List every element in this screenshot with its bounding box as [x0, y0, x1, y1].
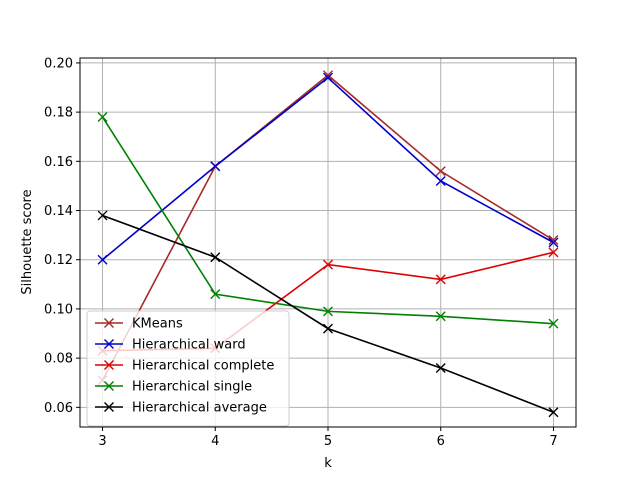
y-tick-label: 0.14 [44, 204, 73, 219]
y-tick-label: 0.16 [44, 155, 73, 170]
x-axis-label: k [324, 456, 332, 471]
legend-marker [104, 360, 114, 370]
data-point-marker [210, 289, 221, 300]
x-tick-label: 7 [549, 434, 557, 449]
data-point-marker [548, 318, 559, 329]
x-tick-label: 6 [437, 434, 445, 449]
data-point-marker [323, 72, 333, 83]
x-tick-label: 3 [98, 434, 106, 449]
legend-label: KMeans [132, 317, 183, 332]
y-tick-label: 0.20 [44, 56, 73, 71]
legend-marker [104, 339, 114, 349]
x-tick-label: 4 [211, 434, 219, 449]
data-point-marker [548, 237, 559, 248]
data-point-marker [210, 161, 221, 172]
data-point-marker [323, 259, 333, 270]
data-point-marker [97, 254, 108, 265]
data-point-marker [210, 252, 221, 263]
data-point-marker [435, 311, 446, 322]
legend: KMeans Hierarchical ward Hierarchical comp… [86, 310, 290, 427]
data-point-marker [435, 166, 446, 177]
legend-marker [104, 318, 114, 328]
data-point-marker [435, 176, 446, 186]
x-tick-label: 5 [324, 434, 332, 449]
legend-label: Hierarchical ward [132, 338, 246, 353]
legend-label: Hierarchical average [132, 401, 267, 416]
legend-label: Hierarchical single [132, 380, 252, 395]
data-point-marker [548, 247, 559, 258]
y-tick-label: 0.08 [44, 352, 73, 367]
data-point-marker [97, 112, 108, 123]
legend-marker [104, 402, 114, 412]
legend-label: Hierarchical complete [132, 359, 274, 374]
data-point-marker [97, 210, 108, 221]
data-point-marker [548, 235, 559, 246]
data-point-marker [548, 407, 559, 418]
y-tick-label: 0.12 [44, 253, 73, 268]
data-point-marker [435, 362, 446, 373]
y-tick-label: 0.10 [44, 302, 73, 317]
legend-box [86, 310, 290, 427]
y-axis-label: Silhouette score [20, 189, 35, 294]
legend-marker [104, 381, 114, 391]
y-tick-label: 0.18 [44, 106, 73, 121]
y-tick-label: 0.06 [44, 401, 73, 416]
data-point-marker [435, 274, 446, 285]
axis-ticks: 3 4 5 6 7 0.06 0.08 0.10 0.12 0.14 0.16 0.18 0.20 [44, 56, 558, 449]
data-point-marker [323, 323, 333, 334]
data-point-marker [323, 306, 333, 317]
data-point-marker [323, 70, 333, 81]
